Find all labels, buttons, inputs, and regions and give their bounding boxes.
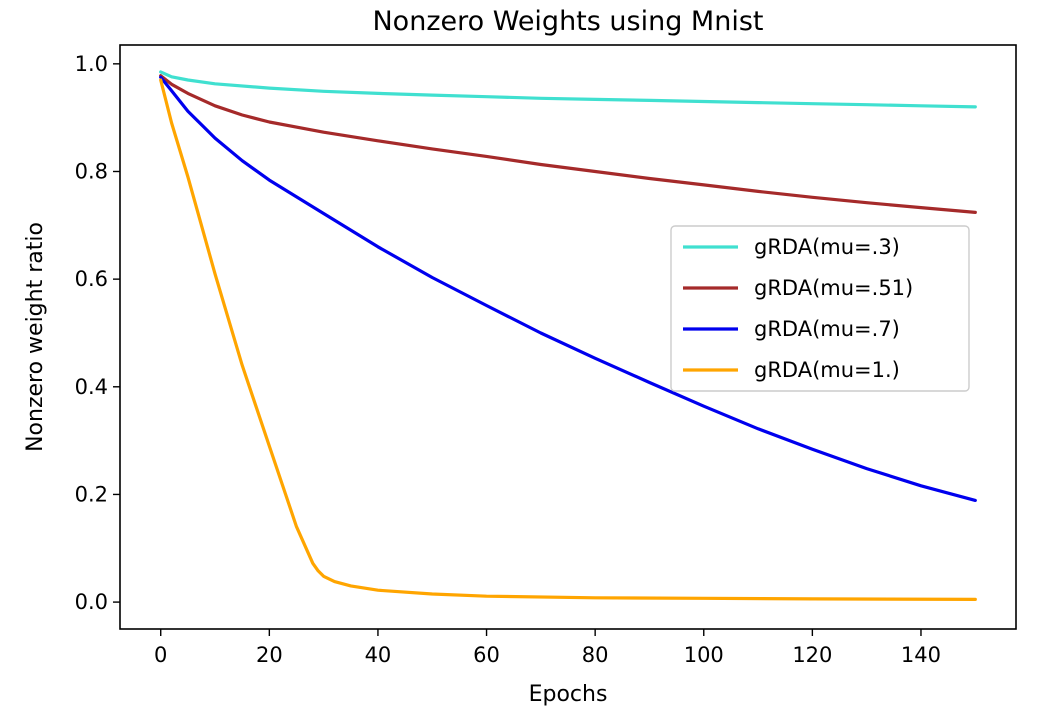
- plot-area-frame: [119, 44, 1017, 630]
- y-axis: 0.0 0.2 0.4 0.6 0.8 1.0: [75, 52, 120, 614]
- legend-label-1: gRDA(mu=.51): [754, 276, 913, 300]
- y-axis-label: Nonzero weight ratio: [23, 222, 48, 452]
- x-axis-label: Epochs: [529, 682, 608, 707]
- y-tick-label: 0.4: [75, 375, 108, 399]
- x-tick-label: 20: [256, 643, 283, 667]
- y-tick-label: 0.6: [75, 267, 108, 291]
- legend-box: [670, 225, 970, 392]
- x-tick-label: 40: [365, 643, 392, 667]
- series-line-2: [159, 75, 977, 502]
- y-tick-label: 0.2: [75, 482, 108, 506]
- y-tick-label: 1.0: [75, 52, 108, 76]
- y-tick-label: 0.8: [75, 159, 108, 183]
- x-tick-label: 60: [473, 643, 500, 667]
- legend-label-2: gRDA(mu=.7): [754, 317, 900, 341]
- legend-label-0: gRDA(mu=.3): [754, 235, 900, 259]
- x-axis: 0 20 40 60 80 100 120 140: [154, 629, 941, 667]
- x-tick-label: 120: [792, 643, 832, 667]
- legend: gRDA(mu=.3) gRDA(mu=.51) gRDA(mu=.7) gRDA(m…: [670, 225, 970, 392]
- legend-label-3: gRDA(mu=1.): [754, 358, 900, 382]
- lines-layer: [159, 70, 977, 601]
- x-tick-label: 80: [582, 643, 609, 667]
- x-tick-label: 100: [684, 643, 724, 667]
- x-tick-label: 0: [154, 643, 167, 667]
- y-tick-label: 0.0: [75, 590, 108, 614]
- chart-title: Nonzero Weights using Mnist: [372, 6, 763, 37]
- series-line-1: [159, 74, 977, 214]
- series-line-3: [159, 78, 977, 601]
- x-tick-label: 140: [901, 643, 941, 667]
- series-line-0: [159, 70, 977, 109]
